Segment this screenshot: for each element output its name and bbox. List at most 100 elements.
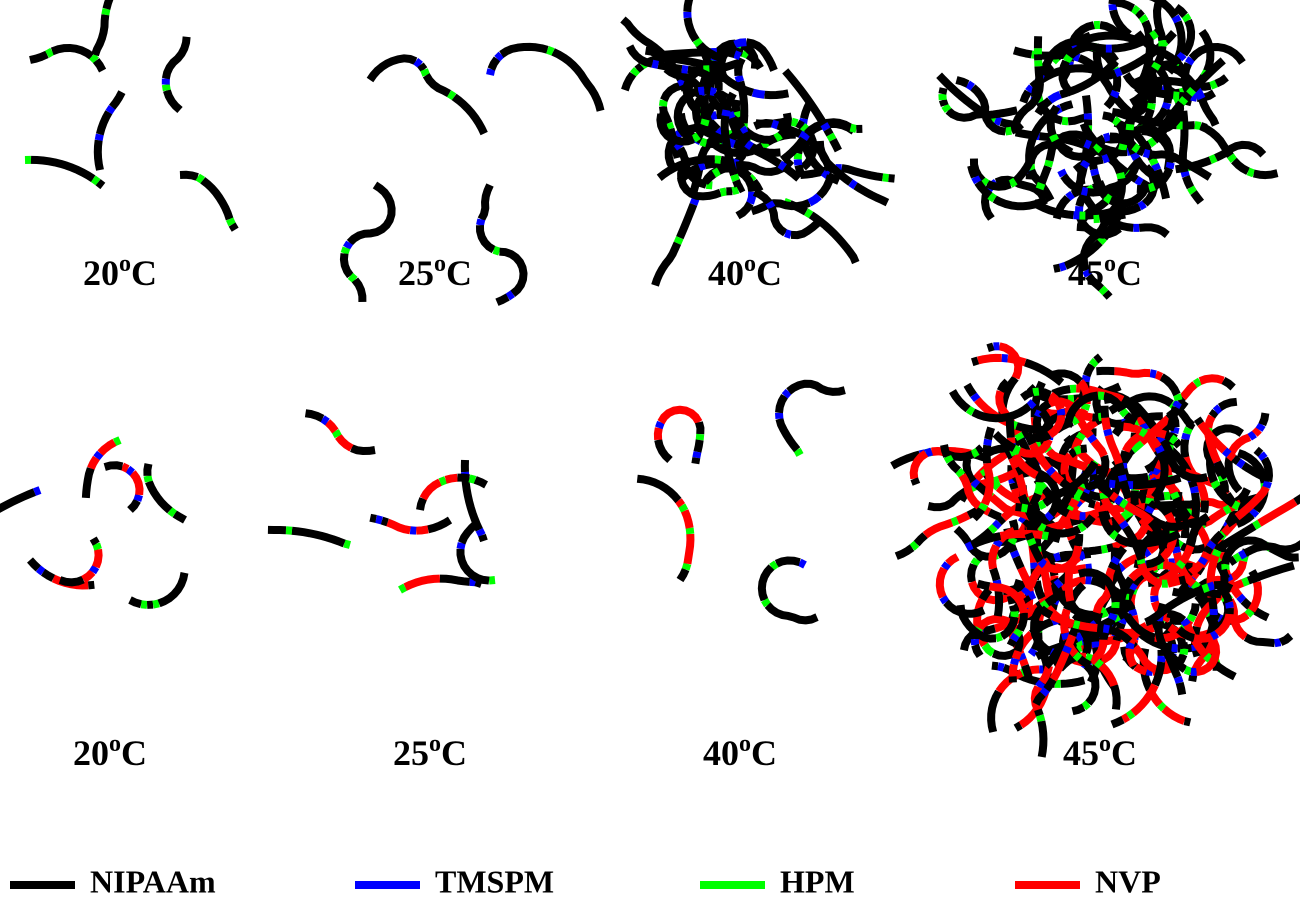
polymer-segment — [630, 67, 640, 77]
polymer-segment — [1081, 700, 1091, 711]
polymer-segment — [987, 689, 1003, 733]
polymer-segment — [1189, 486, 1199, 494]
degree-sign: o — [109, 731, 121, 757]
polymer-segment — [89, 536, 100, 546]
polymer-segment — [1068, 448, 1078, 459]
polymer-segment — [1095, 138, 1106, 148]
polymer-segment — [492, 246, 501, 256]
polymer-segment — [978, 587, 993, 602]
polymer-segment — [1179, 544, 1195, 565]
polymer-segment — [1074, 407, 1089, 422]
polymer-segment — [1225, 601, 1234, 609]
polymer-segment — [1009, 604, 1019, 613]
polymer-segment — [1092, 143, 1103, 154]
polymer-segment — [1020, 503, 1029, 513]
polymer-segment — [750, 199, 811, 216]
polymer-segment — [1211, 548, 1222, 558]
polymer-segment — [1118, 450, 1130, 464]
polymer-segment — [1117, 474, 1128, 482]
polymer-segment — [1064, 634, 1077, 649]
polymer-segment — [1140, 671, 1154, 692]
polymer-cluster — [267, 409, 496, 594]
polymer-segment — [1248, 569, 1261, 584]
polymer-segment — [987, 523, 998, 534]
polymer-segment — [987, 508, 1002, 521]
polymer-segment — [1173, 4, 1188, 18]
polymer-segment — [807, 192, 822, 207]
polymer-segment — [1082, 362, 1096, 378]
polymer-segment — [499, 247, 528, 297]
polymer-segment — [621, 71, 637, 92]
temperature-unit: C — [1116, 253, 1142, 293]
polymer-segment — [782, 68, 828, 127]
polymer-segment — [1090, 438, 1108, 458]
polymer-segment — [1094, 658, 1104, 669]
polymer-segment — [1049, 133, 1059, 143]
polymer-segment — [477, 183, 494, 222]
polymer-segment — [1133, 559, 1141, 569]
polymer-segment — [1134, 9, 1145, 19]
polymer-segment — [1079, 217, 1110, 272]
polymer-segment — [417, 62, 428, 73]
polymer-segment — [1252, 519, 1262, 530]
polymer-segment — [1192, 377, 1203, 388]
polymer-segment — [91, 14, 110, 57]
polymer-segment — [92, 549, 103, 569]
polymer-segment — [1247, 430, 1257, 441]
polymer-segment — [446, 90, 457, 101]
polymer-segment — [711, 167, 722, 178]
polymer-segment — [1023, 358, 1065, 386]
polymer-segment — [1038, 605, 1054, 619]
polymer-segment — [1150, 595, 1159, 603]
polymer-segment — [1212, 404, 1223, 415]
polymer-segment — [1181, 432, 1191, 441]
polymer-segment — [1192, 649, 1202, 658]
polymer-segment — [1102, 289, 1113, 300]
polymer-segment — [1092, 180, 1107, 192]
polymer-segment — [1278, 632, 1294, 646]
polymer-segment — [1212, 660, 1237, 681]
polymer-segment — [1125, 123, 1135, 131]
polymer-segment — [1133, 663, 1148, 676]
polymer-segment — [913, 532, 928, 547]
polymer-segment — [1016, 612, 1028, 632]
polymer-segment — [1114, 495, 1124, 506]
polymer-segment — [795, 119, 805, 130]
polymer-segment — [1153, 26, 1164, 37]
polymer-segment — [145, 480, 173, 514]
polymer-segment — [1191, 580, 1201, 591]
polymer-segment — [551, 48, 605, 112]
polymer-segment — [133, 493, 143, 502]
polymer-segment — [685, 527, 695, 535]
polymer-segment — [1253, 446, 1264, 457]
polymer-segment — [751, 88, 766, 99]
polymer-segment — [1175, 163, 1189, 174]
polymer-segment — [546, 46, 555, 56]
polymer-segment — [1134, 176, 1144, 187]
polymer-segment — [745, 38, 778, 72]
polymer-segment — [1179, 381, 1198, 401]
polymer-segment — [0, 488, 36, 513]
polymer-segment — [1051, 385, 1071, 398]
polymer-segment — [1244, 607, 1255, 618]
polymer-segment — [1203, 652, 1214, 663]
polymer-segment — [103, 461, 124, 471]
polymer-segment — [773, 131, 783, 142]
polymer-segment — [50, 43, 95, 60]
polymer-segment — [1034, 708, 1044, 717]
polymer-segment — [738, 125, 749, 135]
polymer-segment — [736, 183, 746, 194]
polymer-segment — [1108, 3, 1118, 11]
polymer-segment — [1179, 648, 1189, 656]
polymer-segment — [970, 506, 985, 522]
polymer-segment — [974, 179, 993, 199]
polymer-segment — [1009, 481, 1019, 490]
polymer-segment — [499, 42, 549, 58]
polymer-segment — [1126, 90, 1151, 126]
polymer-segment — [1020, 428, 1031, 439]
polymer-segment — [1037, 164, 1052, 185]
polymer-segment — [1119, 479, 1133, 500]
polymer-segment — [888, 174, 895, 183]
polymer-segment — [823, 127, 834, 137]
polymer-segment — [744, 140, 754, 151]
